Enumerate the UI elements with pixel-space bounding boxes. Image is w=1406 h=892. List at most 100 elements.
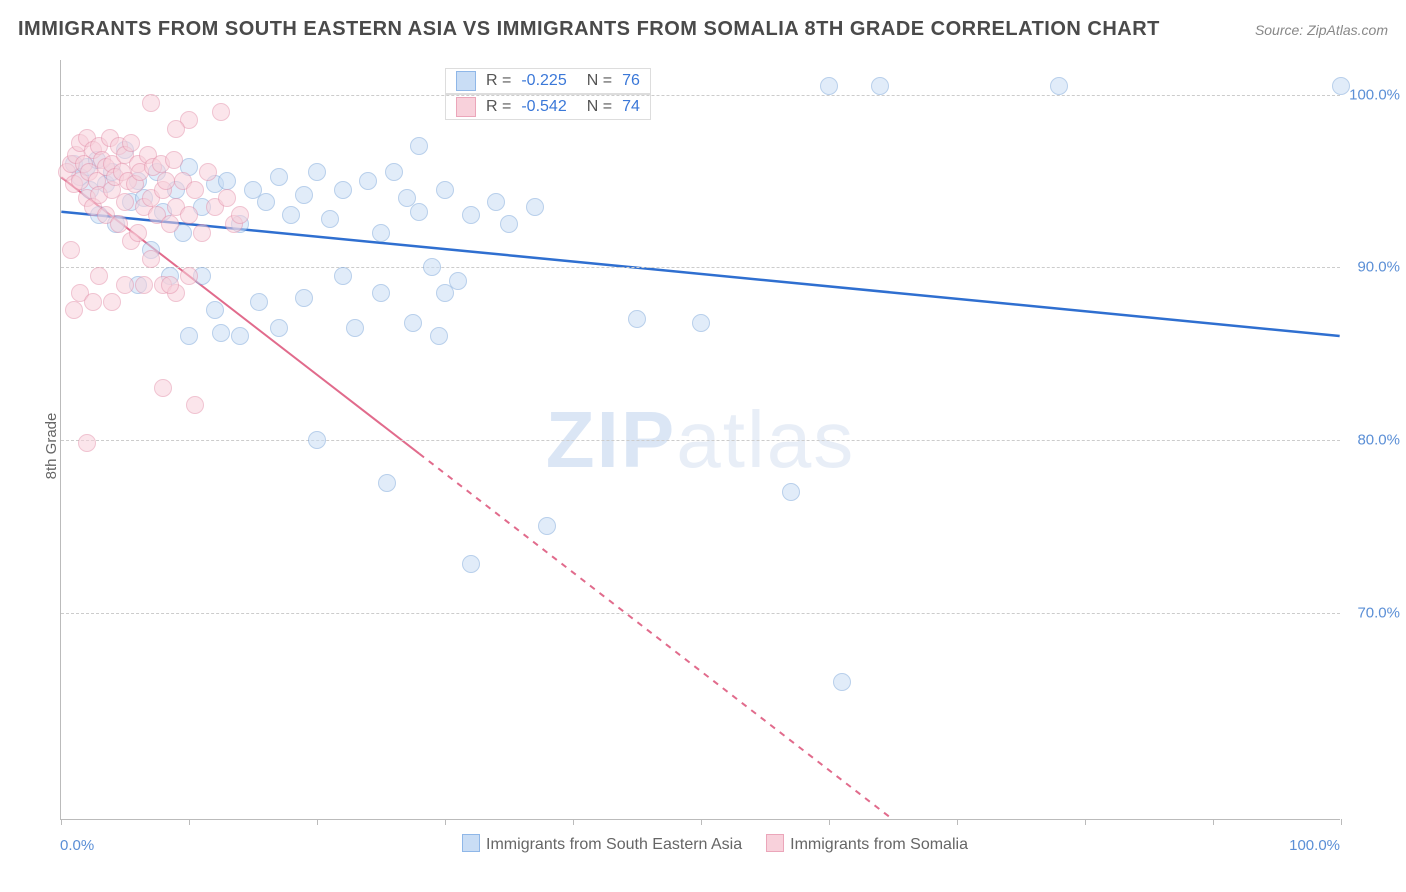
data-point — [462, 206, 480, 224]
data-point — [161, 276, 179, 294]
r-label: R = — [486, 98, 511, 116]
gridline — [61, 267, 1340, 268]
data-point — [526, 198, 544, 216]
data-point — [538, 517, 556, 535]
r-value: -0.225 — [521, 72, 566, 90]
data-point — [161, 215, 179, 233]
chart-container: IMMIGRANTS FROM SOUTH EASTERN ASIA VS IM… — [0, 0, 1406, 892]
r-label: R = — [486, 72, 511, 90]
gridline — [61, 440, 1340, 441]
x-tick-mark — [61, 819, 62, 825]
data-point — [270, 319, 288, 337]
plot-area: ZIPatlas R =-0.225N =76R =-0.542N =74 70… — [60, 60, 1340, 820]
y-tick-label: 80.0% — [1345, 432, 1400, 449]
x-tick-mark — [1085, 819, 1086, 825]
y-axis-label: 8th Grade — [43, 413, 60, 480]
data-point — [359, 172, 377, 190]
y-tick-label: 100.0% — [1345, 86, 1400, 103]
chart-title: IMMIGRANTS FROM SOUTH EASTERN ASIA VS IM… — [18, 18, 1160, 41]
data-point — [65, 301, 83, 319]
data-point — [231, 327, 249, 345]
data-point — [820, 77, 838, 95]
n-value: 76 — [622, 72, 640, 90]
x-tick-mark — [445, 819, 446, 825]
x-tick-mark — [957, 819, 958, 825]
data-point — [308, 431, 326, 449]
y-tick-label: 90.0% — [1345, 259, 1400, 276]
data-point — [116, 276, 134, 294]
legend-series-label: Immigrants from South Eastern Asia — [486, 836, 742, 853]
data-point — [423, 258, 441, 276]
data-point — [231, 206, 249, 224]
data-point — [180, 206, 198, 224]
data-point — [449, 272, 467, 290]
source-label: Source: ZipAtlas.com — [1255, 22, 1388, 38]
data-point — [212, 103, 230, 121]
data-point — [295, 186, 313, 204]
legend-swatch — [766, 834, 784, 852]
data-point — [308, 163, 326, 181]
x-tick-mark — [573, 819, 574, 825]
x-tick-mark — [317, 819, 318, 825]
data-point — [218, 189, 236, 207]
data-point — [167, 120, 185, 138]
stats-legend-row: R =-0.542N =74 — [445, 94, 651, 120]
data-point — [833, 673, 851, 691]
data-point — [142, 250, 160, 268]
data-point — [372, 224, 390, 242]
x-tick-mark — [1213, 819, 1214, 825]
data-point — [186, 181, 204, 199]
legend-series-label: Immigrants from Somalia — [790, 836, 968, 853]
data-point — [180, 327, 198, 345]
legend-swatch — [456, 71, 476, 91]
data-point — [84, 293, 102, 311]
data-point — [295, 289, 313, 307]
data-point — [116, 193, 134, 211]
data-point — [199, 163, 217, 181]
data-point — [193, 224, 211, 242]
n-value: 74 — [622, 98, 640, 116]
data-point — [165, 151, 183, 169]
data-point — [157, 172, 175, 190]
data-point — [372, 284, 390, 302]
data-point — [500, 215, 518, 233]
data-point — [410, 137, 428, 155]
data-point — [218, 172, 236, 190]
data-point — [334, 267, 352, 285]
n-label: N = — [587, 72, 612, 90]
x-tick-mark — [829, 819, 830, 825]
data-point — [436, 181, 454, 199]
legend-swatch — [462, 834, 480, 852]
data-point — [1050, 77, 1068, 95]
source-link[interactable]: ZipAtlas.com — [1307, 22, 1388, 38]
data-point — [430, 327, 448, 345]
x-tick-mark — [1341, 819, 1342, 825]
data-point — [378, 474, 396, 492]
data-point — [346, 319, 364, 337]
x-tick-mark — [701, 819, 702, 825]
data-point — [103, 293, 121, 311]
gridline — [61, 95, 1340, 96]
data-point — [142, 94, 160, 112]
data-point — [154, 379, 172, 397]
y-tick-label: 70.0% — [1345, 604, 1400, 621]
data-point — [62, 241, 80, 259]
data-point — [110, 215, 128, 233]
x-tick-mark — [189, 819, 190, 825]
stats-legend-row: R = -0.225 N = 76 — [445, 68, 651, 94]
legend-swatch — [456, 97, 476, 117]
data-point — [180, 267, 198, 285]
data-point — [692, 314, 710, 332]
data-point — [462, 555, 480, 573]
gridline — [61, 613, 1340, 614]
data-point — [1332, 77, 1350, 95]
data-point — [212, 324, 230, 342]
data-point — [250, 293, 268, 311]
data-point — [270, 168, 288, 186]
data-point — [90, 267, 108, 285]
data-point — [334, 181, 352, 199]
n-label: N = — [587, 98, 612, 116]
data-point — [78, 434, 96, 452]
data-point — [385, 163, 403, 181]
data-point — [129, 224, 147, 242]
